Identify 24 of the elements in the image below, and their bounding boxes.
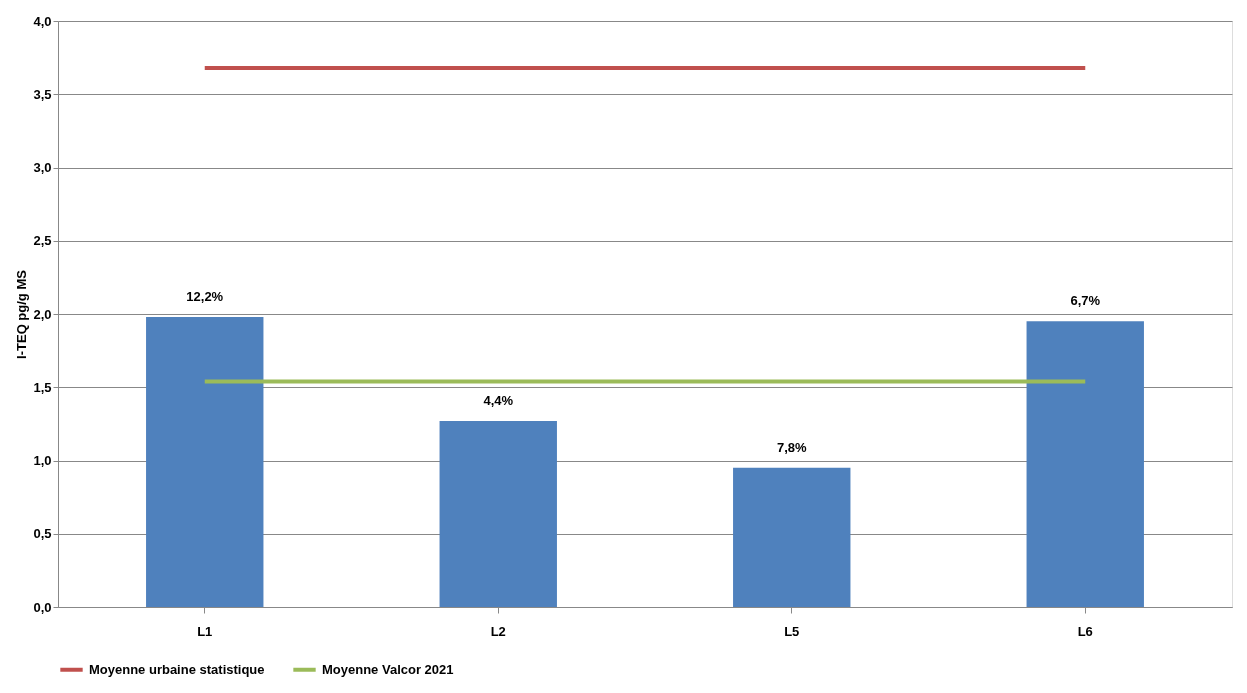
x-tick-label: L6 (1077, 623, 1093, 639)
x-tick-label: L2 (490, 623, 506, 639)
annotation: 7,8% (776, 439, 807, 455)
bar (733, 467, 851, 607)
x-tick-label: L5 (784, 623, 800, 639)
y-tick-label: 2,0 (33, 306, 52, 322)
annotation: 12,2% (186, 288, 224, 304)
y-axis-title: I-TEQ pg/g MS (14, 269, 30, 359)
legend-label: Moyenne urbaine statistique (89, 661, 265, 677)
x-tick-label: L1 (197, 623, 213, 639)
bar (146, 316, 264, 607)
y-tick-label: 2,5 (33, 233, 52, 249)
y-tick-label: 1,5 (33, 379, 52, 395)
y-tick-label: 3,0 (33, 160, 52, 175)
annotation: 4,4% (483, 392, 514, 408)
y-tick-label: 0,5 (33, 526, 52, 542)
legend-label: Moyenne Valcor 2021 (322, 661, 454, 677)
y-tick-label: 3,5 (33, 86, 52, 102)
annotation: 6,7% (1070, 293, 1101, 309)
y-tick-label: 4,0 (33, 13, 52, 29)
y-tick-label: 0,0 (33, 599, 52, 615)
y-tick-label: 1,0 (33, 453, 52, 468)
bar (1026, 321, 1144, 607)
bar (439, 420, 557, 607)
